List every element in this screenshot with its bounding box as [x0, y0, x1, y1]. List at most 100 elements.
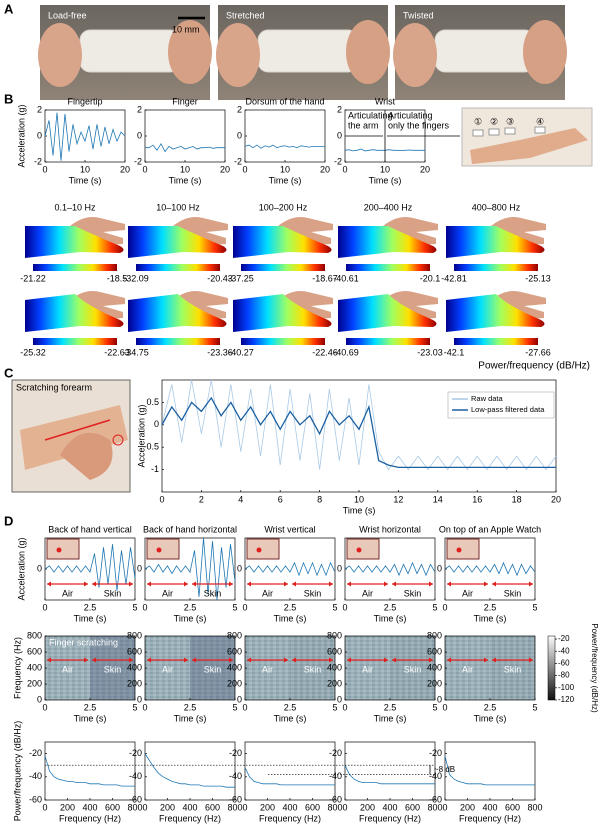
sensor-label: ②: [490, 116, 498, 126]
axes-frame: [344, 741, 436, 801]
arrow-head: [447, 657, 451, 663]
colorbar-min: -42.1: [444, 347, 465, 357]
x-tick-label: 20: [420, 164, 430, 174]
colorbar: [241, 264, 325, 271]
arrow-head: [384, 581, 388, 587]
colorbar-max: -18.67: [312, 273, 338, 283]
annotation: the arm: [348, 120, 379, 130]
arrow-head: [129, 657, 133, 663]
x-tick-label: 600: [505, 802, 520, 812]
y-tick-label: 200: [427, 678, 442, 688]
hand: [216, 23, 260, 87]
x-tick-label: 0: [242, 602, 247, 612]
sensor-label: ①: [474, 116, 482, 126]
arrow-head: [147, 657, 151, 663]
y-tick-label: 400: [327, 662, 342, 672]
y-tick-label: 600: [327, 646, 342, 656]
colorbar-tick-label: -120: [558, 695, 575, 704]
y-tick-label: -60: [329, 794, 342, 804]
y-tick-label: 400: [127, 662, 142, 672]
data-line: [244, 767, 335, 786]
colorbar: [33, 264, 117, 271]
x-axis-label: Frequency (Hz): [459, 813, 521, 823]
x-axis-label: Time (s): [69, 175, 102, 185]
y-tick-label: 800: [227, 630, 242, 640]
inset-photo: [346, 538, 380, 560]
x-axis-label: Frequency (Hz): [359, 813, 421, 823]
colorbar: [33, 338, 117, 345]
panel-label: D: [4, 513, 13, 528]
y-tick-label: -2: [34, 156, 42, 166]
x-tick-label: 2.5: [384, 702, 397, 712]
x-tick-label: 2.5: [484, 602, 497, 612]
spectrogram: [145, 636, 235, 700]
x-tick-label: 0: [442, 702, 447, 712]
x-axis-label: Time (s): [174, 613, 207, 623]
panel-label: A: [4, 1, 14, 16]
y-tick-label: -20: [29, 748, 42, 758]
arrow-head: [92, 581, 96, 587]
region-label: Air: [162, 664, 173, 674]
sensor-label: ④: [536, 116, 544, 126]
colorbar-tick-label: -60: [558, 659, 570, 668]
x-tick-label: 0: [142, 802, 147, 812]
arrow-head: [147, 581, 151, 587]
axes-frame: [44, 109, 126, 163]
x-axis-label: Time (s): [174, 713, 207, 723]
sensor: [256, 547, 262, 553]
plot-title: Back of hand horizontal: [143, 524, 237, 534]
x-tick-label: 200: [160, 802, 175, 812]
x-tick-label: 18: [512, 494, 522, 504]
colorbar: [346, 264, 430, 271]
y-tick-label: 0.5: [146, 397, 159, 407]
hand-map: [338, 294, 437, 332]
arrow-head: [484, 657, 488, 663]
y-tick-label: 0: [237, 130, 242, 140]
x-tick-label: 0: [42, 702, 47, 712]
colorbar-tick-label: -100: [558, 683, 575, 692]
y-tick-label: 0: [37, 694, 42, 704]
colorbar: [547, 635, 556, 701]
axes-frame: [444, 741, 536, 801]
region-label: Air: [62, 588, 73, 598]
plot-title: Back of hand vertical: [48, 524, 132, 534]
y-tick-label: 0: [137, 130, 142, 140]
x-tick-label: 2.5: [384, 602, 397, 612]
y-tick-label: -20: [229, 748, 242, 758]
panel-label: C: [4, 365, 14, 380]
x-axis-label: Time (s): [343, 505, 376, 515]
arrow-head: [284, 581, 288, 587]
y-tick-label: 0: [37, 130, 42, 140]
arrow-head: [192, 657, 196, 663]
data-line: [145, 142, 225, 153]
y-tick-label: -20: [429, 748, 442, 758]
x-tick-label: 20: [220, 164, 230, 174]
x-tick-label: 800: [527, 802, 542, 812]
region-label: Air: [62, 664, 73, 674]
hand: [346, 20, 390, 84]
y-tick-label: 0: [137, 694, 142, 704]
panel-label: B: [4, 91, 13, 106]
y-tick-label: -60: [229, 794, 242, 804]
note: Finger scratching: [49, 637, 118, 647]
axes-frame: [244, 741, 336, 801]
arrow-head: [247, 581, 251, 587]
x-tick-label: 0: [142, 602, 147, 612]
region-label: Air: [462, 664, 473, 674]
sensor: [356, 547, 362, 553]
data-line: [244, 561, 336, 577]
colorbar-min: -42.81: [441, 273, 467, 283]
arrow-head: [292, 657, 296, 663]
y-tick-label: -40: [429, 771, 442, 781]
y-tick-label: 2: [237, 104, 242, 114]
y-axis-label: Power/frequency (dB/Hz): [12, 721, 22, 822]
colorbar: [454, 338, 538, 345]
region-label: Skin: [204, 588, 222, 598]
y-tick-label: -60: [129, 794, 142, 804]
colorbar: [136, 338, 220, 345]
x-tick-label: 600: [105, 802, 120, 812]
x-tick-label: 20: [551, 494, 561, 504]
x-tick-label: 800: [227, 802, 242, 812]
x-tick-label: 0: [142, 164, 147, 174]
x-tick-label: 200: [60, 802, 75, 812]
